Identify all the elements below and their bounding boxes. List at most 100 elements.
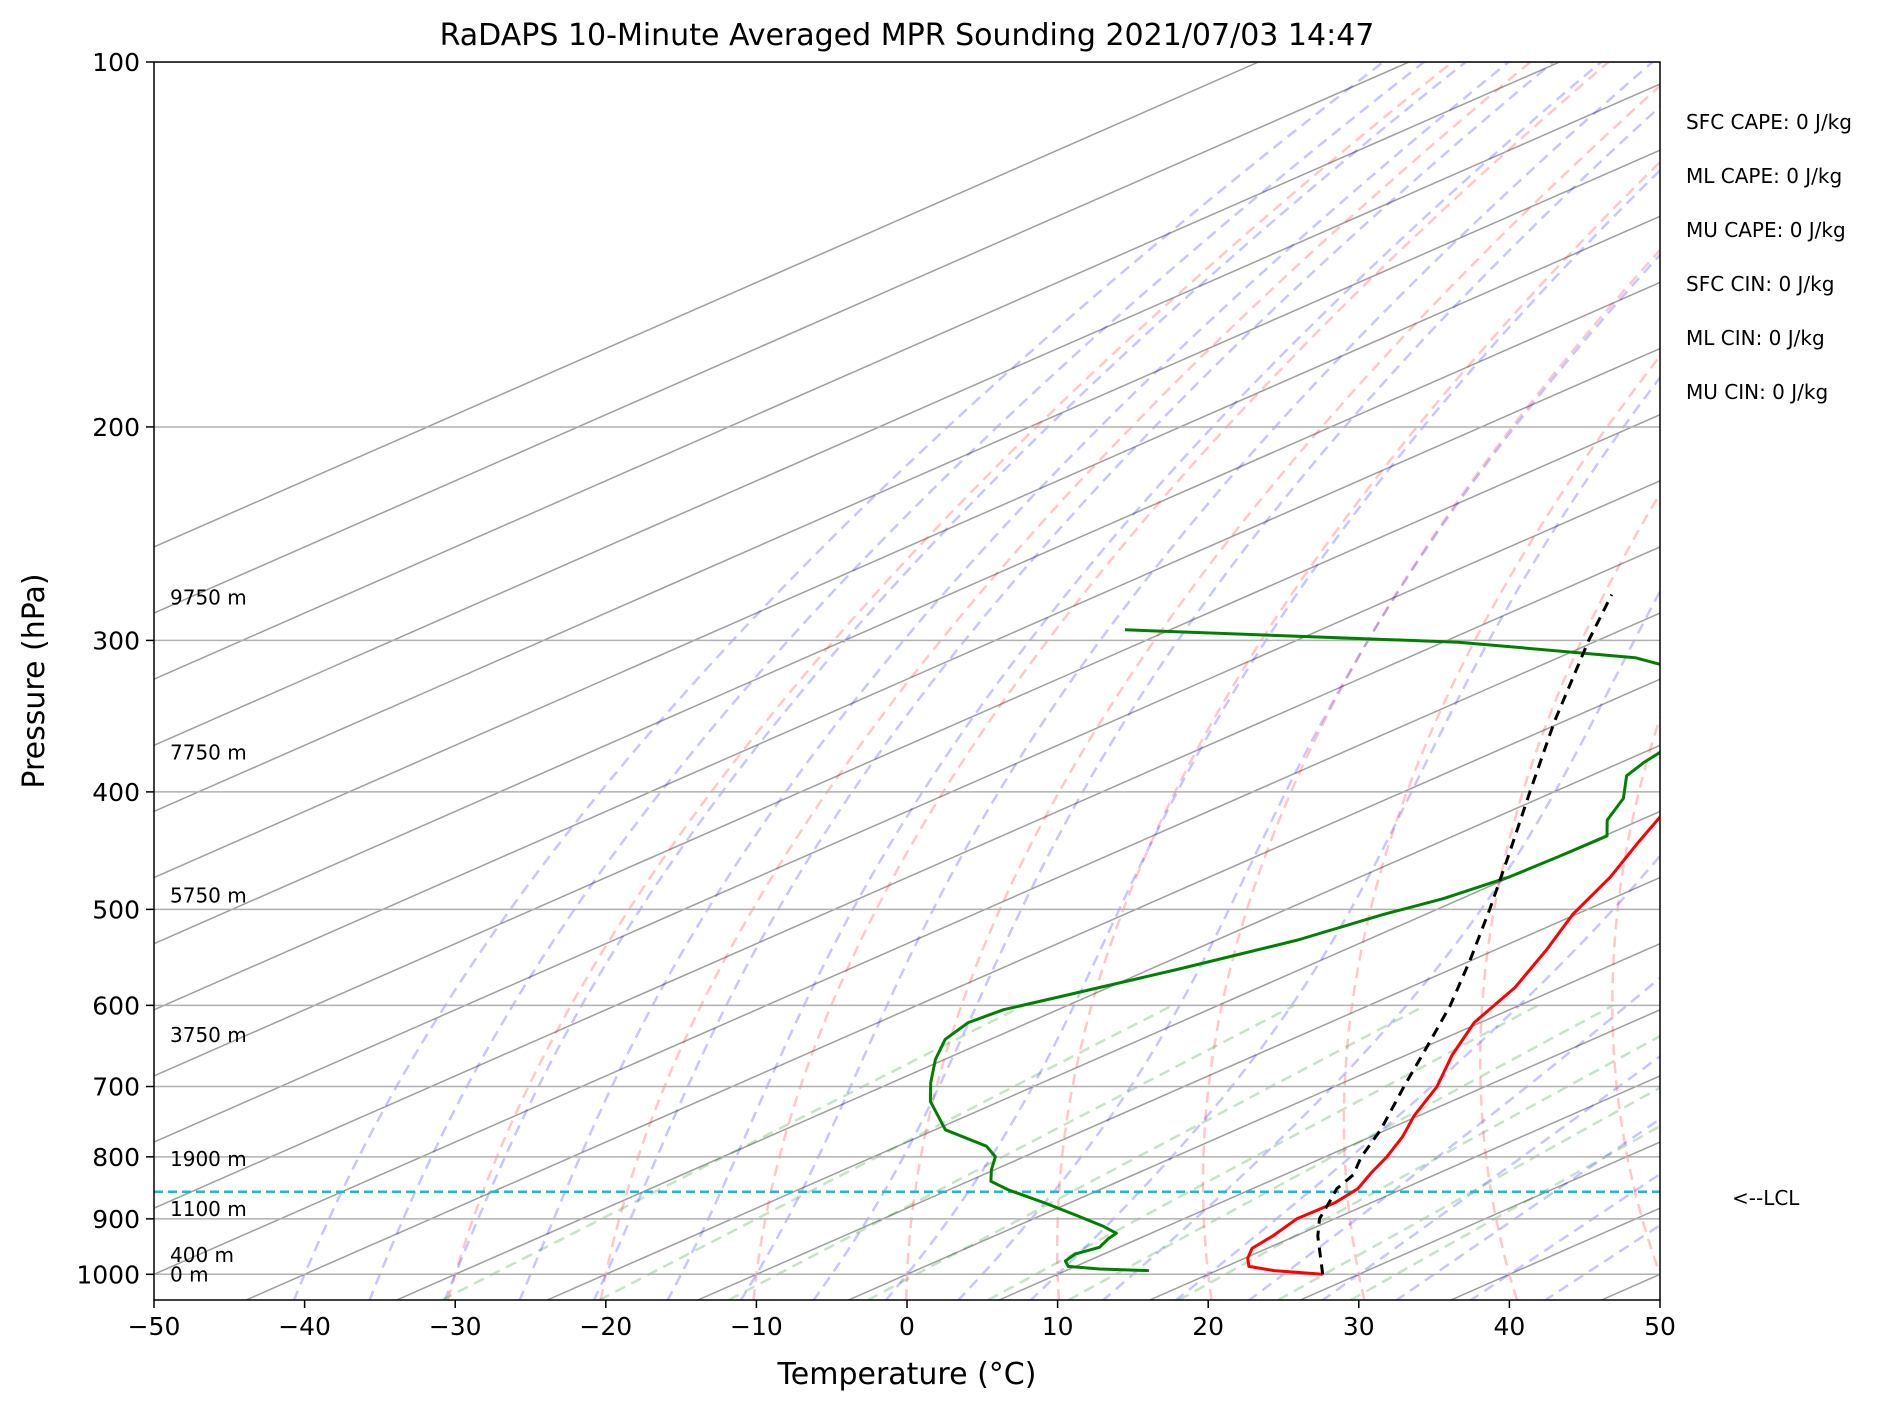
x-tick-label: −10 bbox=[730, 1312, 783, 1341]
isotherm-line bbox=[848, 942, 1660, 1300]
lcl-label: <--LCL bbox=[1732, 1186, 1800, 1210]
index-label: ML CAPE: 0 J/kg bbox=[1686, 164, 1842, 188]
index-label: SFC CAPE: 0 J/kg bbox=[1686, 110, 1852, 134]
dry-adiabat-line bbox=[752, 62, 1610, 1300]
moist-adiabat-line bbox=[1101, 588, 1660, 1300]
y-tick-label: 900 bbox=[92, 1205, 140, 1234]
dry-adiabat-line bbox=[446, 62, 1454, 1300]
moist-adiabat-line bbox=[666, 62, 1602, 1300]
y-tick-label: 200 bbox=[92, 413, 140, 442]
y-tick-label: 100 bbox=[92, 48, 140, 77]
moist-adiabat-line bbox=[1320, 1054, 1660, 1300]
moist-adiabat-line bbox=[1029, 375, 1660, 1300]
height-label: 1900 m bbox=[170, 1147, 247, 1171]
isotherm-line bbox=[154, 413, 1660, 1077]
height-label: 5750 m bbox=[170, 884, 247, 908]
indices-panel: SFC CAPE: 0 J/kg ML CAPE: 0 J/kg MU CAPE: … bbox=[1686, 110, 1852, 404]
mixing-ratio-line bbox=[728, 1004, 1295, 1300]
height-label: 3750 m bbox=[170, 1023, 247, 1047]
y-tick-label: 700 bbox=[92, 1073, 140, 1102]
y-axis-label: Pressure (hPa) bbox=[17, 573, 52, 788]
x-axis: −50 −40 −30 −20 −10 0 10 20 30 40 50 bbox=[128, 1300, 1676, 1341]
dewpoint-line bbox=[928, 628, 1660, 1273]
height-label: 0 m bbox=[170, 1262, 209, 1286]
pressure-gridlines bbox=[154, 62, 1660, 1276]
moist-adiabat-line bbox=[739, 62, 1654, 1300]
moist-adiabat-line bbox=[292, 62, 1385, 1300]
dry-adiabat-line bbox=[1201, 248, 1660, 1300]
dry-adiabat-line bbox=[1055, 160, 1660, 1300]
y-tick-label: 300 bbox=[92, 626, 140, 655]
isotherm-line bbox=[245, 678, 1660, 1300]
isotherm-line bbox=[154, 546, 1660, 1210]
moist-adiabat-line bbox=[1394, 1117, 1660, 1300]
y-tick-label: 800 bbox=[92, 1143, 140, 1172]
x-tick-label: 50 bbox=[1644, 1312, 1676, 1341]
moist-adiabat-line bbox=[812, 104, 1660, 1300]
isotherm-line bbox=[154, 281, 1660, 945]
height-label: 1100 m bbox=[170, 1197, 247, 1221]
height-label: 9750 m bbox=[170, 585, 247, 609]
moist-adiabat-line bbox=[884, 168, 1660, 1300]
mixing-ratio-line bbox=[1350, 1124, 1660, 1300]
moist-adiabat-line bbox=[1174, 853, 1660, 1300]
y-tick-label: 600 bbox=[92, 991, 140, 1020]
moist-adiabat-line bbox=[592, 62, 1555, 1300]
dry-adiabat-line bbox=[904, 84, 1660, 1300]
index-label: MU CAPE: 0 J/kg bbox=[1686, 218, 1846, 242]
isotherm-line bbox=[154, 480, 1660, 1143]
mixing-ratio-line bbox=[1067, 1004, 1614, 1300]
lcl-group: <--LCL bbox=[154, 1186, 1800, 1210]
chart-title: RaDAPS 10-Minute Averaged MPR Sounding 2… bbox=[440, 18, 1375, 53]
x-tick-label: −50 bbox=[128, 1312, 181, 1341]
isotherm-line bbox=[154, 215, 1660, 879]
isotherm-line bbox=[154, 62, 1561, 681]
height-label: 7750 m bbox=[170, 741, 247, 765]
sounding-series bbox=[928, 593, 1660, 1276]
y-tick-label: 400 bbox=[92, 778, 140, 807]
isotherm-line bbox=[154, 83, 1660, 747]
y-tick-label: 1000 bbox=[76, 1260, 140, 1289]
isotherm-line bbox=[1149, 1075, 1660, 1300]
moist-adiabat-line bbox=[368, 62, 1425, 1300]
dry-adiabat-line bbox=[599, 62, 1532, 1300]
temperature-line bbox=[1246, 814, 1660, 1276]
x-tick-label: −40 bbox=[278, 1312, 331, 1341]
x-tick-label: 10 bbox=[1042, 1312, 1074, 1341]
x-axis-label: Temperature (°C) bbox=[777, 1357, 1037, 1392]
isotherm-line bbox=[396, 744, 1660, 1300]
dry-adiabat-line bbox=[1479, 491, 1660, 1300]
isotherm-line bbox=[998, 1008, 1660, 1300]
isotherm-line bbox=[154, 62, 1259, 548]
thermo-background bbox=[154, 62, 1660, 1300]
isotherm-line bbox=[154, 149, 1660, 813]
x-tick-label: 0 bbox=[899, 1312, 915, 1341]
isotherm-line bbox=[154, 62, 1410, 614]
isotherm-line bbox=[154, 612, 1660, 1276]
mixing-ratio-line bbox=[867, 1004, 1426, 1300]
moist-adiabat-line bbox=[1247, 976, 1660, 1300]
isotherm-line bbox=[154, 347, 1660, 1011]
x-tick-label: 20 bbox=[1192, 1312, 1224, 1341]
moist-adiabat-line bbox=[518, 62, 1510, 1300]
mixing-ratio-line bbox=[1277, 1086, 1660, 1300]
height-label: 400 m bbox=[170, 1243, 234, 1267]
dry-adiabat-line bbox=[1342, 354, 1660, 1300]
index-label: ML CIN: 0 J/kg bbox=[1686, 326, 1825, 350]
y-axis: 100 200 300 400 500 600 700 800 900 1000 bbox=[76, 48, 154, 1289]
x-tick-label: 30 bbox=[1343, 1312, 1375, 1341]
index-label: MU CIN: 0 J/kg bbox=[1686, 380, 1828, 404]
mixing-ratio-line bbox=[1178, 1034, 1660, 1300]
x-tick-label: 40 bbox=[1493, 1312, 1525, 1341]
mixing-ratio-line bbox=[987, 1004, 1539, 1300]
moist-adiabat-line bbox=[956, 252, 1660, 1300]
mixing-ratio-line bbox=[441, 1004, 1025, 1300]
moist-adiabat-line bbox=[443, 62, 1467, 1300]
x-tick-label: −30 bbox=[429, 1312, 482, 1341]
y-tick-label: 500 bbox=[92, 895, 140, 924]
isotherm-line bbox=[546, 810, 1660, 1300]
index-label: SFC CIN: 0 J/kg bbox=[1686, 272, 1834, 296]
